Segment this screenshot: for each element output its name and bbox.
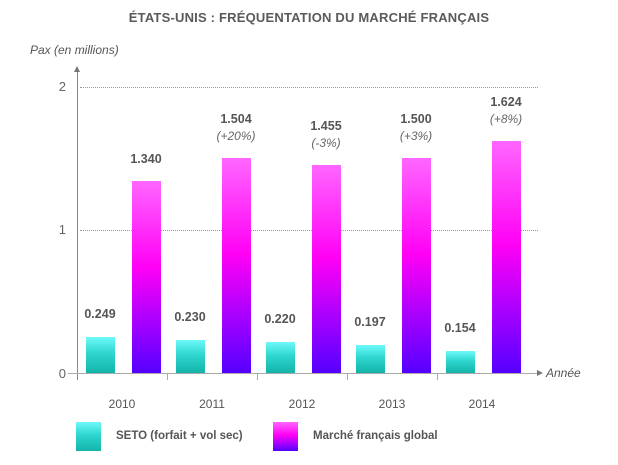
bar-seto bbox=[446, 351, 475, 373]
bar-seto bbox=[86, 337, 115, 373]
legend-swatch-seto bbox=[76, 422, 101, 451]
x-tick-mark bbox=[347, 374, 348, 380]
x-tick-mark bbox=[167, 374, 168, 380]
x-tick-mark bbox=[257, 374, 258, 380]
bar-marche bbox=[402, 158, 431, 373]
legend-label-seto: SETO (forfait + vol sec) bbox=[116, 430, 243, 442]
x-axis-label: Année bbox=[546, 366, 581, 380]
bar-marche bbox=[132, 181, 161, 373]
value-label-seto: 0.220 bbox=[264, 312, 296, 326]
gridline-2 bbox=[80, 87, 538, 88]
change-annotation: (+3%) bbox=[399, 129, 433, 143]
x-axis bbox=[68, 373, 538, 374]
bar-seto bbox=[266, 342, 295, 373]
chart-title: ÉTATS-UNIS : FRÉQUENTATION DU MARCHÉ FRA… bbox=[128, 10, 490, 25]
bar-marche bbox=[222, 158, 251, 373]
bar-marche bbox=[492, 141, 521, 373]
value-label-seto: 0.230 bbox=[174, 310, 206, 324]
y-axis-arrow-icon bbox=[74, 66, 80, 72]
value-label-seto: 0.249 bbox=[84, 307, 116, 321]
x-tick-mark bbox=[437, 374, 438, 380]
bar-marche bbox=[312, 165, 341, 373]
value-label-marche: 1.624 bbox=[490, 95, 522, 109]
x-tick-label: 2013 bbox=[378, 397, 406, 411]
value-label-seto: 0.154 bbox=[444, 321, 476, 335]
legend-swatch-marche bbox=[273, 422, 298, 451]
change-annotation: (+8%) bbox=[489, 112, 523, 126]
y-tick-1: 1 bbox=[58, 222, 66, 237]
x-tick-label: 2010 bbox=[108, 397, 136, 411]
x-axis-arrow-icon bbox=[537, 370, 543, 376]
change-annotation: (-3%) bbox=[311, 136, 341, 150]
y-tick-0: 0 bbox=[58, 366, 66, 381]
legend-label-marche: Marché français global bbox=[313, 430, 438, 442]
value-label-marche: 1.500 bbox=[400, 112, 432, 126]
x-tick-label: 2011 bbox=[199, 397, 225, 411]
value-label-marche: 1.504 bbox=[220, 112, 252, 126]
y-axis bbox=[77, 70, 78, 380]
bar-seto bbox=[176, 340, 205, 373]
value-label-seto: 0.197 bbox=[354, 315, 386, 329]
x-tick-label: 2012 bbox=[288, 397, 316, 411]
bar-seto bbox=[356, 345, 385, 373]
change-annotation: (+20%) bbox=[216, 129, 256, 143]
gridline-1 bbox=[80, 230, 538, 231]
x-tick-label: 2014 bbox=[468, 397, 496, 411]
y-tick-2: 2 bbox=[58, 79, 66, 94]
value-label-marche: 1.340 bbox=[130, 152, 162, 166]
value-label-marche: 1.455 bbox=[310, 119, 342, 133]
y-axis-label: Pax (en millions) bbox=[30, 43, 119, 57]
